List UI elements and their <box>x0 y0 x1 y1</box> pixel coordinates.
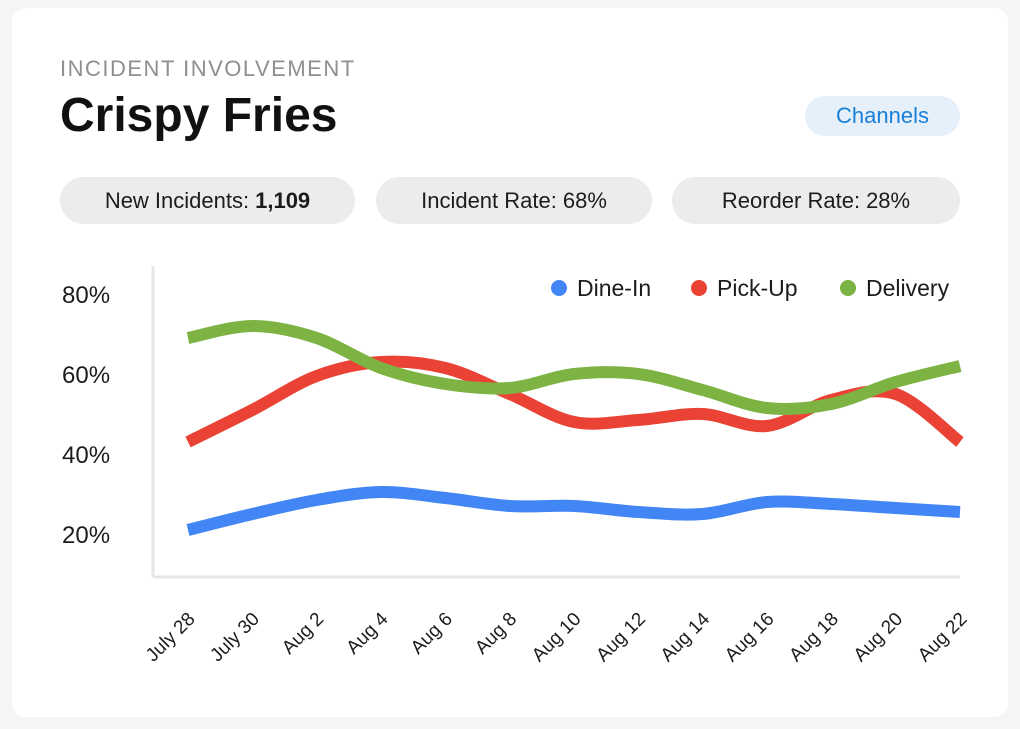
line-chart: 20% 40% 60% 80% July 28 July 30 Aug 2 Aug 4 Aug … <box>62 266 972 666</box>
series-line-dine-in <box>186 485 961 536</box>
x-tick-label: Aug 6 <box>407 609 457 659</box>
x-tick-label: Aug 4 <box>343 608 393 658</box>
stat-value: 68% <box>562 187 607 213</box>
legend-dot <box>551 280 567 296</box>
legend-label: Dine-In <box>577 275 651 301</box>
stat-incident-rate: Incident Rate: 68% <box>376 177 652 224</box>
chart-card: INCIDENT INVOLVEMENT Crispy Fries Channe… <box>12 8 1008 717</box>
stat-value: 28% <box>866 187 911 213</box>
stat-new-incidents: New Incidents: 1,109 <box>60 177 355 224</box>
x-tick-label: Aug 18 <box>785 609 842 666</box>
legend-label: Pick-Up <box>717 275 798 301</box>
y-tick-label: 60% <box>62 362 110 389</box>
x-tick-label: Aug 16 <box>721 609 778 666</box>
legend-item-dine-in: Dine-In <box>551 275 651 301</box>
legend-item-pick-up: Pick-Up <box>691 275 798 301</box>
stat-label: Incident Rate: <box>421 187 557 213</box>
series-line-delivery <box>186 320 962 415</box>
stat-label: Reorder Rate: <box>721 187 861 213</box>
x-tick-label: Aug 20 <box>850 609 907 666</box>
legend-label: Delivery <box>866 275 950 301</box>
eyebrow-label: INCIDENT INVOLVEMENT <box>60 56 356 81</box>
x-tick-label: Aug 8 <box>471 609 521 659</box>
x-tick-label: July 28 <box>142 609 199 666</box>
x-tick-label: Aug 2 <box>278 609 328 659</box>
x-tick-label: Aug 22 <box>914 609 971 666</box>
page-title: Crispy Fries <box>60 89 338 142</box>
x-tick-label: Aug 12 <box>592 609 649 666</box>
legend-dot <box>840 280 856 296</box>
stat-value: 1,109 <box>255 187 311 213</box>
legend-item-delivery: Delivery <box>840 275 950 301</box>
y-tick-label: 20% <box>62 522 110 549</box>
x-tick-label: Aug 10 <box>528 609 585 666</box>
x-tick-label: July 30 <box>206 609 263 666</box>
channels-button[interactable]: Channels <box>805 96 960 136</box>
stat-reorder-rate: Reorder Rate: 28% <box>672 177 960 224</box>
y-tick-label: 40% <box>62 442 110 469</box>
y-tick-label: 80% <box>62 282 110 309</box>
legend-dot <box>691 280 707 296</box>
x-tick-label: Aug 14 <box>657 608 715 666</box>
stat-label: New Incidents: <box>104 187 250 213</box>
